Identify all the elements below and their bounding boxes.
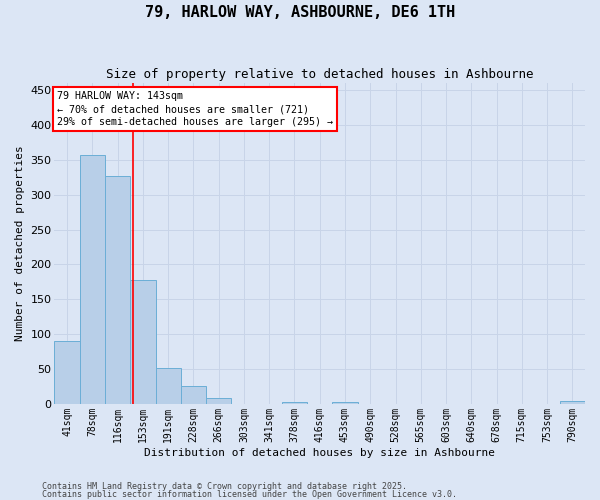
Text: Contains public sector information licensed under the Open Government Licence v3: Contains public sector information licen…	[42, 490, 457, 499]
Text: 79 HARLOW WAY: 143sqm
← 70% of detached houses are smaller (721)
29% of semi-det: 79 HARLOW WAY: 143sqm ← 70% of detached …	[57, 91, 333, 128]
Y-axis label: Number of detached properties: Number of detached properties	[15, 146, 25, 342]
Bar	[155, 368, 181, 404]
Bar	[80, 155, 105, 404]
Text: 79, HARLOW WAY, ASHBOURNE, DE6 1TH: 79, HARLOW WAY, ASHBOURNE, DE6 1TH	[145, 5, 455, 20]
Bar	[55, 341, 80, 404]
Bar	[130, 280, 155, 404]
Bar	[105, 176, 130, 404]
X-axis label: Distribution of detached houses by size in Ashbourne: Distribution of detached houses by size …	[144, 448, 495, 458]
Bar	[560, 401, 585, 404]
Bar	[282, 402, 307, 404]
Bar	[206, 398, 232, 404]
Bar	[332, 402, 358, 404]
Bar	[181, 386, 206, 404]
Title: Size of property relative to detached houses in Ashbourne: Size of property relative to detached ho…	[106, 68, 533, 80]
Text: Contains HM Land Registry data © Crown copyright and database right 2025.: Contains HM Land Registry data © Crown c…	[42, 482, 407, 491]
